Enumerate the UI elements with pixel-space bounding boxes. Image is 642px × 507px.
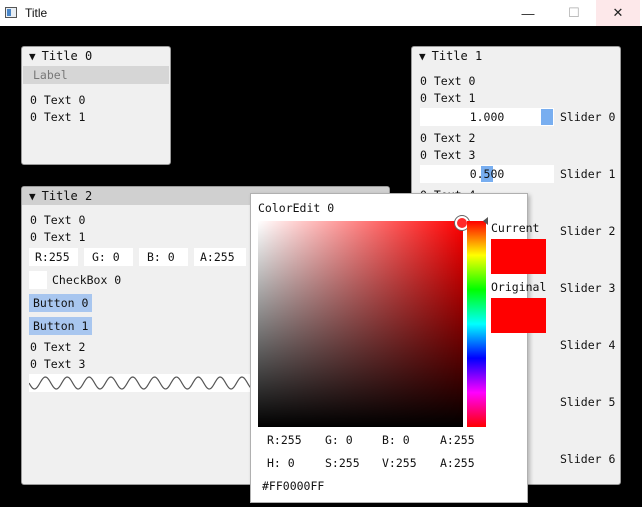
slider-0-value: 1.000: [469, 110, 505, 124]
checkbox-0-label: CheckBox 0: [52, 273, 122, 287]
close-icon: ✕: [612, 5, 624, 20]
s-field[interactable]: S:255: [315, 454, 370, 472]
r-field[interactable]: R:255: [29, 248, 78, 266]
sine-wave: [28, 376, 255, 390]
hex-field[interactable]: #FF0000FF: [258, 477, 484, 495]
g-field[interactable]: G: 0: [315, 431, 370, 449]
window-title-2-label: Title 2: [41, 189, 93, 203]
slider-1-label: Slider 1: [560, 167, 616, 181]
maximize-icon: ☐: [568, 5, 580, 20]
slider-3-label: Slider 3: [560, 281, 616, 295]
close-button[interactable]: ✕: [596, 0, 640, 26]
a-field[interactable]: A:255: [429, 431, 484, 449]
collapse-triangle-icon[interactable]: ▼: [29, 50, 36, 63]
slider-5-label: Slider 5: [560, 395, 616, 409]
minimize-icon: —: [521, 5, 535, 21]
slider-0-label: Slider 0: [560, 110, 616, 124]
label-band: Label: [23, 66, 169, 84]
slider-0[interactable]: 1.000: [420, 108, 554, 126]
a-field[interactable]: A:255: [194, 248, 246, 266]
current-swatch: [491, 239, 546, 274]
window-title-1-label: Title 1: [431, 49, 483, 63]
a-field-hsv[interactable]: A:255: [429, 454, 484, 472]
checkbox-0[interactable]: [29, 271, 47, 289]
b-field[interactable]: B: 0: [372, 431, 427, 449]
text-1: 0 Text 1: [30, 230, 86, 244]
b-field[interactable]: B: 0: [139, 248, 188, 266]
window-title-1-header[interactable]: ▼ Title 1: [412, 47, 620, 65]
text-0: 0 Text 0: [30, 93, 86, 107]
text-1: 0 Text 1: [420, 91, 476, 105]
slider-1-grab[interactable]: [481, 166, 493, 182]
hue-bar[interactable]: [467, 221, 486, 427]
hue-arrow-icon: [483, 217, 488, 225]
slider-1-value: 0.500: [469, 167, 505, 181]
minimize-button[interactable]: —: [506, 0, 550, 26]
saturation-value-square[interactable]: [258, 221, 463, 427]
maximize-button[interactable]: ☐: [552, 0, 596, 26]
text-2: 0 Text 2: [30, 340, 86, 354]
v-field[interactable]: V:255: [372, 454, 427, 472]
window-title-0-label: Title 0: [41, 49, 93, 63]
slider-0-grab[interactable]: [541, 109, 553, 125]
text-3: 0 Text 3: [420, 148, 476, 162]
text-1: 0 Text 1: [30, 110, 86, 124]
text-3: 0 Text 3: [30, 357, 86, 371]
window-title-0: ▼ Title 0 Label 0 Text 0 0 Text 1: [21, 46, 171, 165]
app-window-icon: [5, 7, 17, 18]
collapse-triangle-icon[interactable]: ▼: [29, 190, 36, 203]
window-title-0-header[interactable]: ▼ Title 0: [22, 47, 170, 65]
collapse-triangle-icon[interactable]: ▼: [419, 50, 426, 63]
sine-plot: [28, 374, 255, 392]
current-label: Current: [491, 221, 540, 235]
text-0: 0 Text 0: [420, 74, 476, 88]
button-1[interactable]: Button 1: [29, 317, 93, 335]
slider-1[interactable]: 0.500: [420, 165, 554, 183]
text-0: 0 Text 0: [30, 213, 86, 227]
window-title: Title: [25, 6, 48, 20]
h-field[interactable]: H: 0: [258, 454, 313, 472]
slider-4-label: Slider 4: [560, 338, 616, 352]
r-field[interactable]: R:255: [258, 431, 313, 449]
window-titlebar: Title — ☐ ✕: [0, 0, 642, 26]
g-field[interactable]: G: 0: [84, 248, 133, 266]
button-0[interactable]: Button 0: [29, 294, 93, 312]
slider-6-label: Slider 6: [560, 452, 616, 466]
original-swatch[interactable]: [491, 298, 546, 333]
slider-2-label: Slider 2: [560, 224, 616, 238]
color-picker-popup: ColorEdit 0 Current Original R:255 G: 0 …: [250, 193, 546, 503]
text-2: 0 Text 2: [420, 131, 476, 145]
original-label: Original: [491, 280, 547, 294]
color-edit-title: ColorEdit 0: [258, 201, 335, 215]
